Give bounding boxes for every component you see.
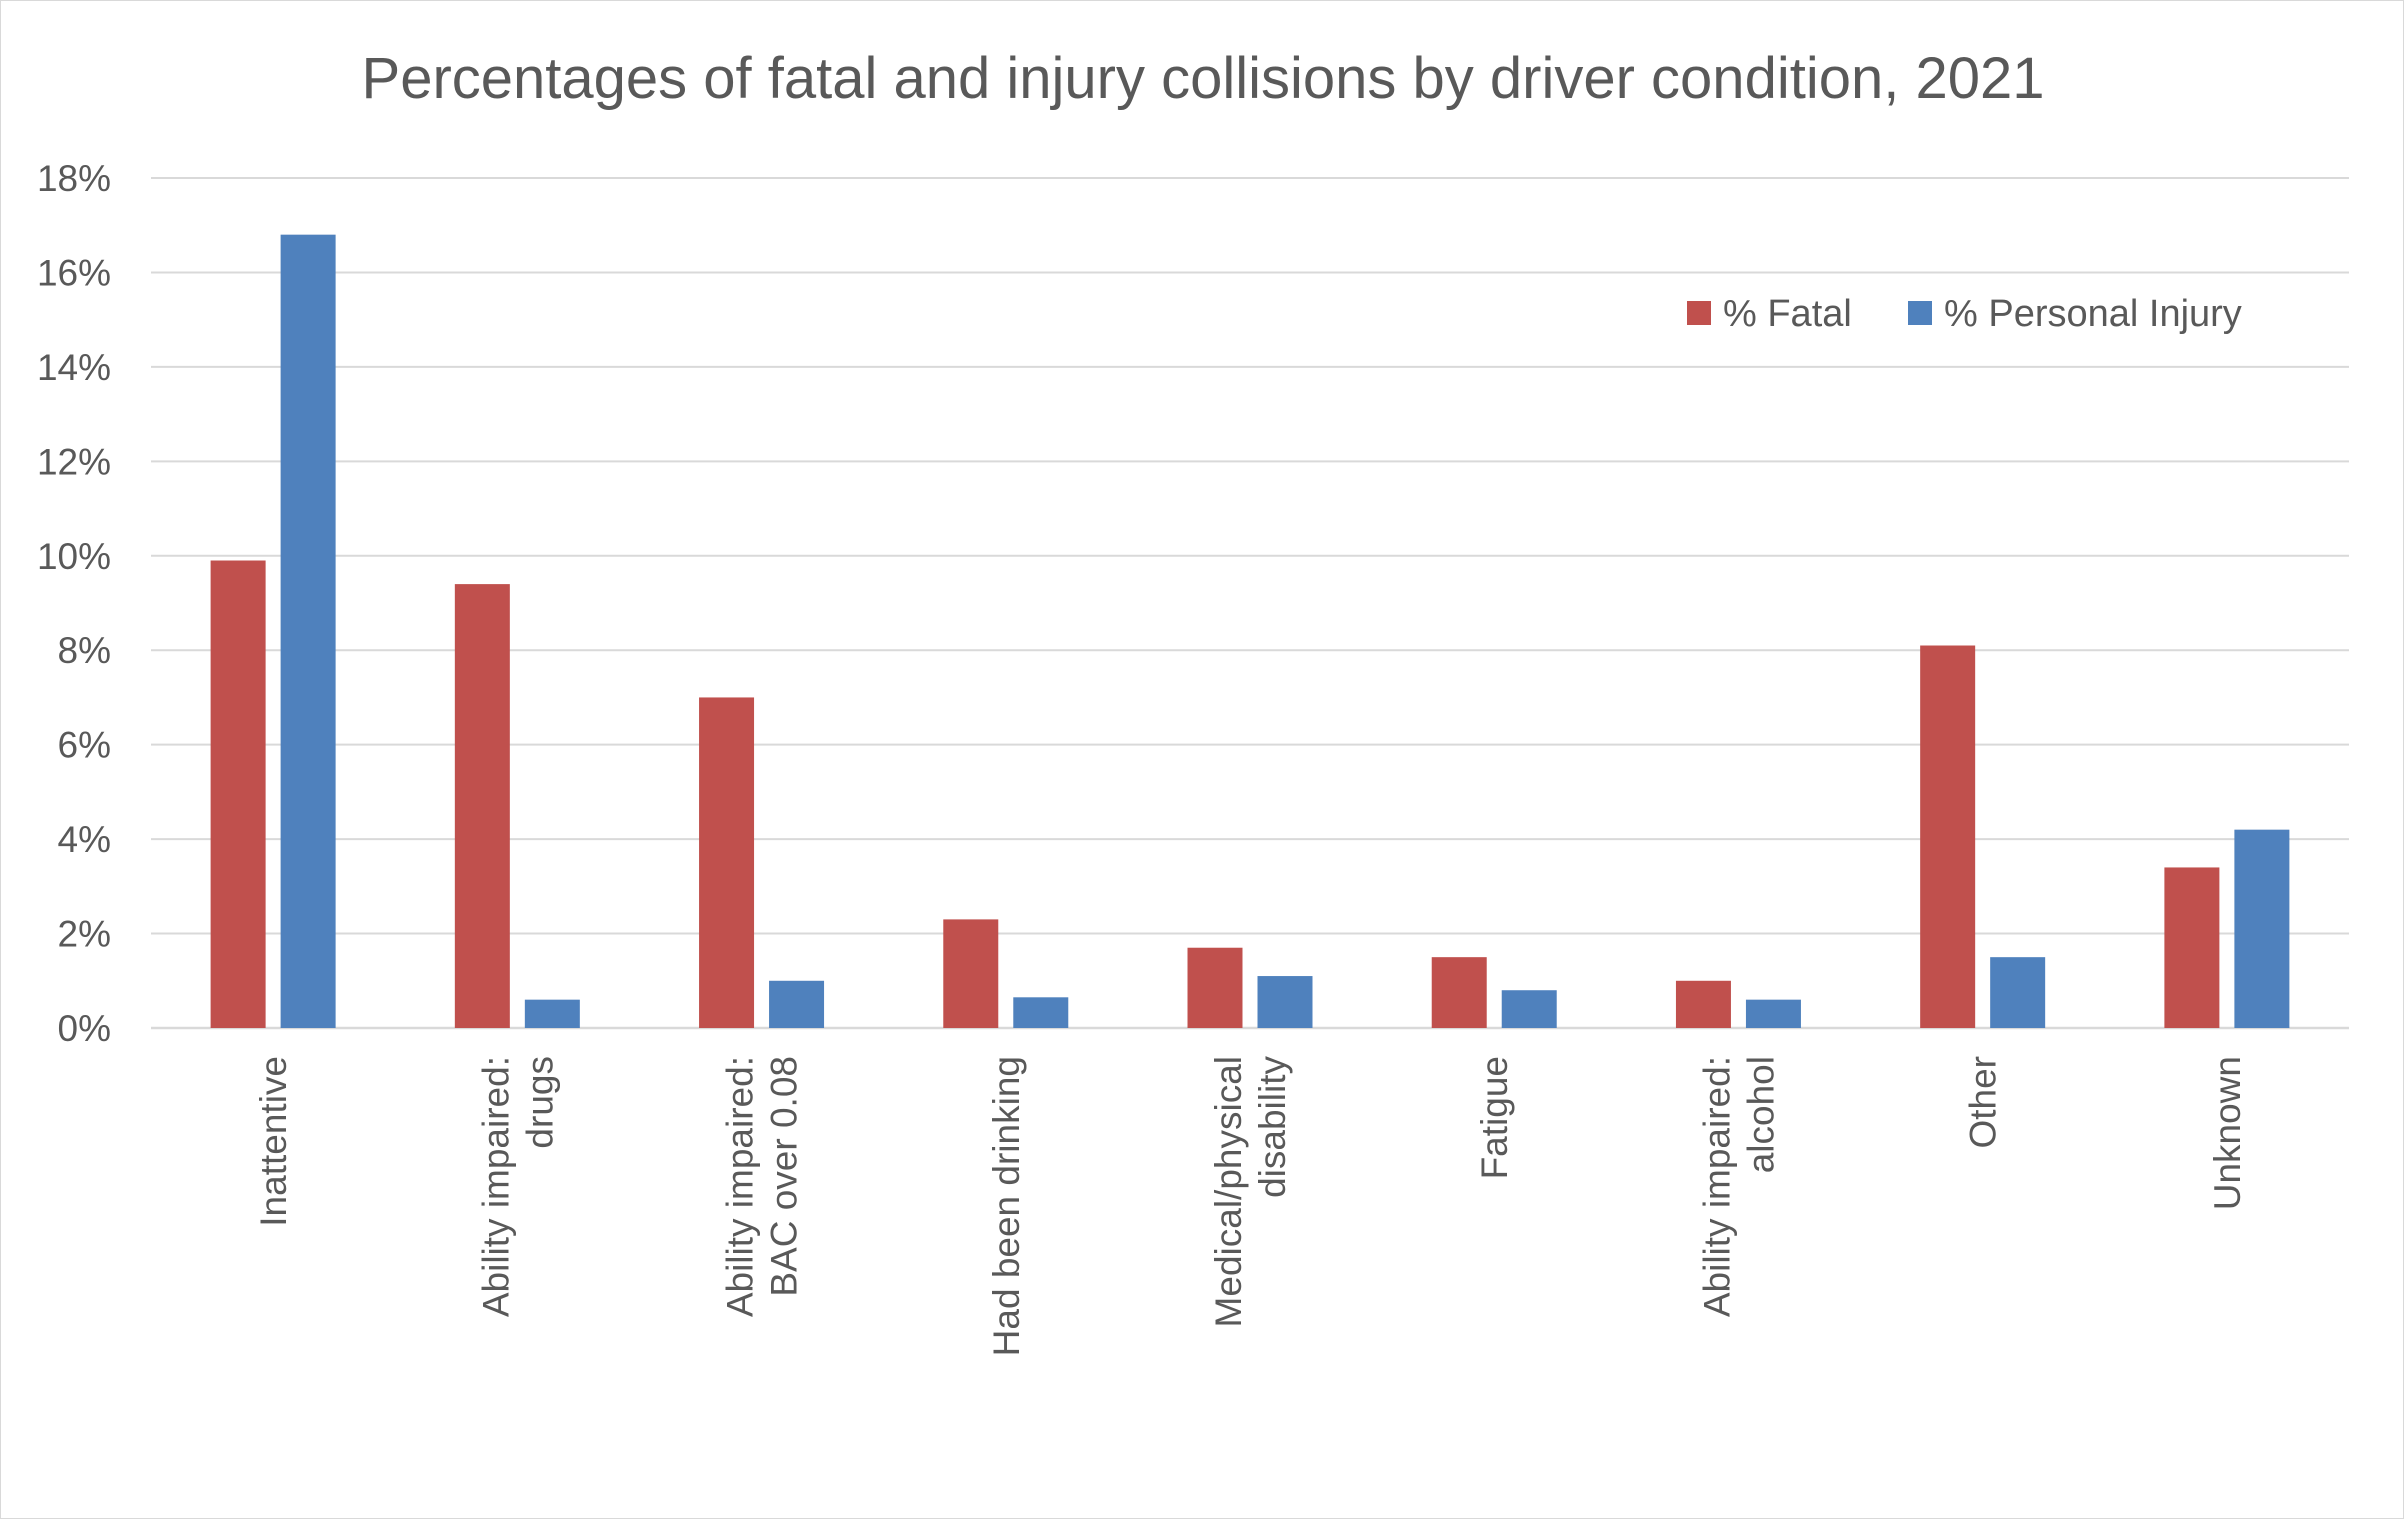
x-category-label-0: Inattentive [253,1056,294,1227]
y-tick-label: 8% [58,630,111,671]
y-tick-label: 0% [58,1008,111,1049]
bar-personal-injury-4 [1257,976,1313,1028]
bar-personal-injury-7 [1990,957,2046,1028]
x-category-label-line: Had been drinking [986,1056,1027,1356]
y-tick-label: 6% [58,725,111,766]
x-category-label-line: Ability impaired: [720,1056,761,1317]
gridlines [151,177,2349,1030]
bar-fatal-4 [1187,947,1243,1028]
bars [210,234,2290,1028]
y-tick-label: 18% [37,158,111,199]
bar-fatal-6 [1675,980,1731,1028]
legend-label: % Fatal [1723,293,1852,335]
x-category-label-8: Unknown [2207,1056,2248,1210]
x-category-label-line: alcohol [1740,1056,1781,1173]
y-tick-label: 16% [37,252,111,293]
y-tick-label: 14% [37,347,111,388]
bar-personal-injury-2 [769,980,825,1028]
chart-title: Percentages of fatal and injury collisio… [362,46,2045,111]
y-axis-tick-labels: 0% 2% 4% 6% 8% 10% 12% 14% 16% 18% [37,158,111,1049]
legend: % Fatal % Personal Injury [1687,293,2242,335]
x-category-label-line: disability [1252,1056,1293,1198]
bar-personal-injury-6 [1745,999,1801,1028]
y-tick-label: 2% [58,914,111,955]
x-category-label-6: Ability impaired: alcohol [1696,1056,1781,1317]
x-category-label-line: Ability impaired: [475,1056,516,1317]
bar-fatal-1 [454,584,510,1028]
bar-fatal-2 [699,697,755,1028]
x-category-label-line: drugs [519,1056,560,1149]
bar-fatal-3 [943,919,999,1028]
x-category-label-line: Inattentive [253,1056,294,1227]
x-axis-category-labels: Inattentive Ability impaired: drugs Ability… [253,1056,2248,1357]
x-category-label-line: Fatigue [1474,1056,1515,1179]
x-category-label-7: Other [1963,1056,2004,1149]
x-category-label-line: Medical/physical [1208,1056,1249,1327]
y-tick-label: 12% [37,441,111,482]
y-tick-label: 4% [58,819,111,860]
x-category-label-line: Other [1963,1056,2004,1149]
legend-label: % Personal Injury [1944,293,2242,335]
bar-fatal-0 [210,560,266,1028]
bar-fatal-7 [1920,645,1976,1028]
x-category-label-line: Ability impaired: [1696,1056,1737,1317]
x-category-label-5: Fatigue [1474,1056,1515,1179]
x-category-label-2: Ability impaired: BAC over 0.08 [720,1056,805,1317]
bar-personal-injury-0 [280,234,336,1028]
x-category-label-line: BAC over 0.08 [764,1056,805,1297]
bar-personal-injury-8 [2234,829,2290,1028]
legend-item-personal-injury: % Personal Injury [1908,293,2242,335]
x-category-label-4: Medical/physical disability [1208,1056,1293,1328]
y-tick-label: 10% [37,536,111,577]
x-category-label-line: Unknown [2207,1056,2248,1210]
legend-item-fatal: % Fatal [1687,293,1852,335]
bar-personal-injury-5 [1501,990,1557,1028]
bar-personal-injury-3 [1013,997,1069,1028]
bar-personal-injury-1 [524,999,580,1028]
x-category-label-3: Had been drinking [986,1056,1027,1356]
legend-swatch [1908,301,1932,325]
bar-fatal-5 [1431,957,1487,1028]
x-category-label-1: Ability impaired: drugs [475,1056,560,1317]
bar-fatal-8 [2164,867,2220,1028]
legend-swatch [1687,301,1711,325]
